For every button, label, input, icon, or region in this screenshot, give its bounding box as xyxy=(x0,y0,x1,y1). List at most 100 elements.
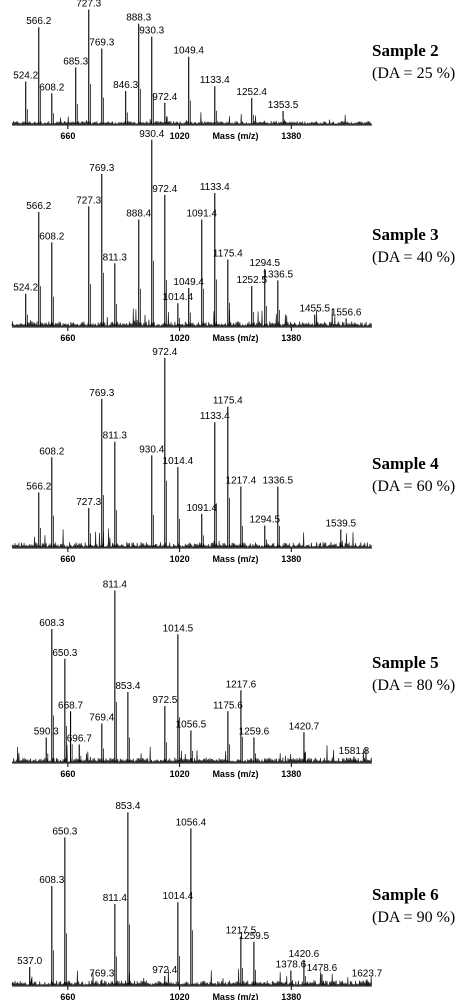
peak-label: 537.0 xyxy=(17,956,42,967)
peak-label: 608.2 xyxy=(39,446,64,457)
peak-label: 668.7 xyxy=(58,700,83,711)
peak-label: 727.3 xyxy=(76,195,101,206)
peak-label: 1133.4 xyxy=(200,411,230,422)
x-tick-label: 1380 xyxy=(281,333,301,343)
sample-title: Sample 4 xyxy=(372,454,439,473)
peak-label: 769.3 xyxy=(89,37,114,48)
peak-label: 1420.7 xyxy=(289,721,320,732)
peak-label: 1539.5 xyxy=(326,518,357,529)
peak-label: 1217.6 xyxy=(226,679,257,690)
peak-label: 888.3 xyxy=(126,13,151,24)
peak-label: 1623.7 xyxy=(352,969,383,980)
peak-label: 608.2 xyxy=(39,231,64,242)
x-tick-label: 660 xyxy=(60,131,75,141)
peak-label: 1378.6 xyxy=(276,960,307,971)
peak-label: 1455.5 xyxy=(299,304,330,315)
x-axis-title: Mass (m/z) xyxy=(212,333,258,343)
peak-label: 972.4 xyxy=(152,965,177,976)
baseline-noise-trace xyxy=(11,968,372,986)
peak-label: 1336.5 xyxy=(263,476,294,487)
x-tick-label: 660 xyxy=(60,554,75,564)
peak-label: 1294.5 xyxy=(249,258,280,269)
sample-title: Sample 3 xyxy=(372,225,439,244)
peak-label: 1175.6 xyxy=(213,700,243,711)
peak-label: 1175.4 xyxy=(213,396,243,407)
peak-label: 696.7 xyxy=(67,734,92,745)
peak-label: 1353.5 xyxy=(268,100,299,111)
peak-label: 727.3 xyxy=(76,0,101,10)
peak-label: 1056.4 xyxy=(176,817,207,828)
peak-label: 1049.4 xyxy=(173,46,204,57)
peak-label: 566.2 xyxy=(26,481,51,492)
peak-label: 1014.4 xyxy=(163,456,194,467)
sample-da-label: (DA = 25 %) xyxy=(372,65,455,82)
sample-title: Sample 6 xyxy=(372,885,439,904)
spectrum-panel-4: 660 1020 1380 Mass (m/z) 590.3 608.3 650.3 668.… xyxy=(12,580,455,779)
peak-label: 727.3 xyxy=(76,497,101,508)
x-tick-label: 1020 xyxy=(170,333,190,343)
peak-label: 888.4 xyxy=(126,209,151,220)
peak-label: 1049.4 xyxy=(173,277,204,288)
peak-label: 685.3 xyxy=(63,56,88,67)
x-tick-label: 660 xyxy=(60,333,75,343)
peak-label: 853.4 xyxy=(115,801,140,812)
spectrum-panel-2: 660 1020 1380 Mass (m/z) 524.2 566.2 608.2 727.… xyxy=(11,129,455,343)
peak-label: 811.4 xyxy=(103,893,128,904)
sample-da-label: (DA = 40 %) xyxy=(372,249,455,266)
baseline-noise-trace xyxy=(11,112,372,125)
peak-label: 1478.6 xyxy=(307,963,338,974)
peak-label: 930.4 xyxy=(139,129,164,140)
peak-label: 566.2 xyxy=(26,201,51,212)
sample-title: Sample 2 xyxy=(372,41,439,60)
spectrum-panel-5: 660 1020 1380 Mass (m/z) 537.0 608.3 650.3 769.… xyxy=(11,801,455,1000)
peak-label: 1259.5 xyxy=(239,931,270,942)
peak-label: 1252.4 xyxy=(236,87,267,98)
peak-label: 1014.4 xyxy=(163,891,194,902)
x-tick-label: 660 xyxy=(60,992,75,1000)
peak-label: 608.2 xyxy=(39,82,64,93)
sample-title: Sample 5 xyxy=(372,653,439,672)
peak-label: 1252.5 xyxy=(236,275,267,286)
baseline-noise-trace xyxy=(11,528,372,548)
peak-label: 590.3 xyxy=(34,727,59,738)
peak-label: 1581.8 xyxy=(339,746,370,757)
peak-label: 769.3 xyxy=(89,163,114,174)
peak-label: 972.4 xyxy=(152,184,177,195)
peak-label: 650.3 xyxy=(52,826,77,837)
sample-da-label: (DA = 80 %) xyxy=(372,677,455,694)
peak-label: 1133.4 xyxy=(200,75,230,86)
peak-label: 769.3 xyxy=(89,969,114,980)
peak-label: 769.4 xyxy=(89,713,114,724)
peak-label: 846.3 xyxy=(113,80,138,91)
x-tick-label: 1020 xyxy=(170,131,190,141)
x-tick-label: 1380 xyxy=(281,554,301,564)
x-tick-label: 1020 xyxy=(170,554,190,564)
peak-label: 524.2 xyxy=(13,71,38,82)
peak-label: 1056.5 xyxy=(176,720,207,731)
spectrum-panel-1: 660 1020 1380 Mass (m/z) 524.2 566.2 608.2 685.… xyxy=(11,0,455,141)
peak-label: 1133.4 xyxy=(200,182,230,193)
peak-label: 972.5 xyxy=(152,695,177,706)
sample-da-label: (DA = 60 %) xyxy=(372,478,455,495)
x-tick-label: 1380 xyxy=(281,992,301,1000)
peak-label: 972.4 xyxy=(152,347,177,358)
x-axis-title: Mass (m/z) xyxy=(212,992,258,1000)
peak-label: 1091.4 xyxy=(186,209,217,220)
sample-da-label: (DA = 90 %) xyxy=(372,909,455,926)
x-tick-label: 1380 xyxy=(281,131,301,141)
peak-label: 524.2 xyxy=(13,283,38,294)
baseline-noise-trace xyxy=(11,308,372,327)
peak-label: 608.3 xyxy=(39,618,64,629)
peak-label: 853.4 xyxy=(115,681,140,692)
peak-label: 1091.4 xyxy=(186,503,217,514)
peak-label: 1420.6 xyxy=(289,949,320,960)
x-tick-label: 1020 xyxy=(170,992,190,1000)
x-tick-label: 1020 xyxy=(170,769,190,779)
peak-label: 566.2 xyxy=(26,16,51,27)
peak-label: 650.3 xyxy=(52,648,77,659)
peak-label: 1175.4 xyxy=(213,249,243,260)
peak-label: 930.3 xyxy=(139,26,164,37)
peak-label: 930.4 xyxy=(139,444,164,455)
peak-label: 1294.5 xyxy=(249,515,280,526)
